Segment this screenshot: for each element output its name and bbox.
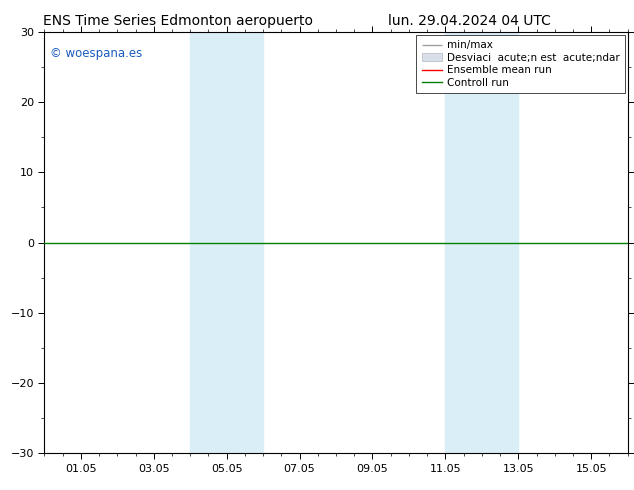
Legend: min/max, Desviaci  acute;n est  acute;ndar, Ensemble mean run, Controll run: min/max, Desviaci acute;n est acute;ndar… xyxy=(417,35,624,93)
Text: © woespana.es: © woespana.es xyxy=(50,47,143,60)
Bar xyxy=(190,32,263,453)
Bar xyxy=(445,32,518,453)
Text: lun. 29.04.2024 04 UTC: lun. 29.04.2024 04 UTC xyxy=(388,14,550,28)
Text: ENS Time Series Edmonton aeropuerto: ENS Time Series Edmonton aeropuerto xyxy=(42,14,313,28)
